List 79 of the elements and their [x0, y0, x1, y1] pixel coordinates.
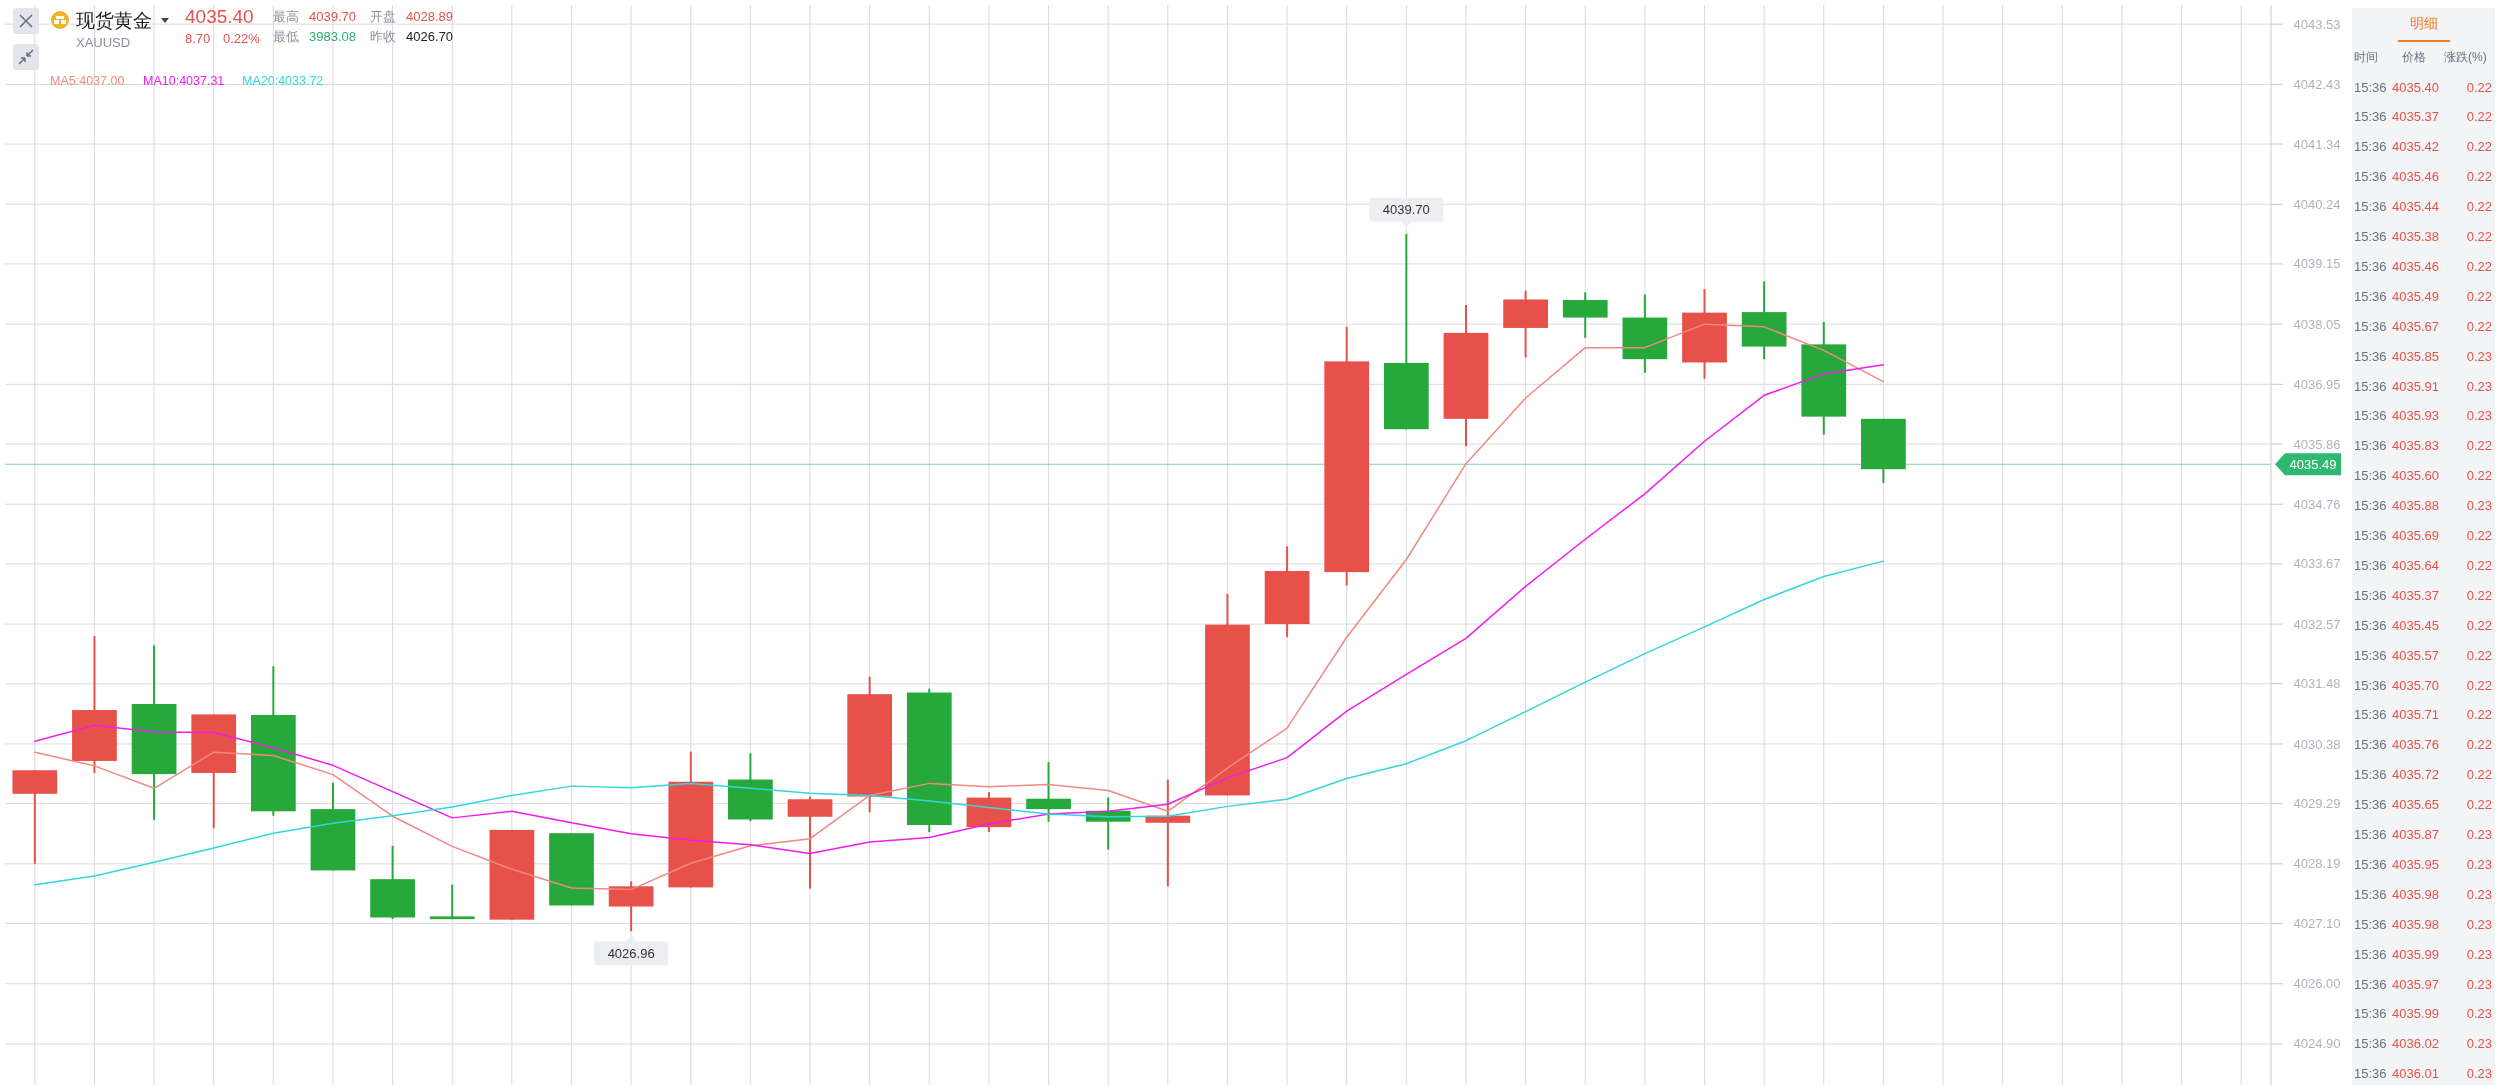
- y-tick-label: 4024.90: [2293, 1036, 2341, 1052]
- annotation: 4035.40: [185, 6, 254, 27]
- annotation: 最低: [273, 29, 299, 44]
- text: MA20:4033.72: [242, 74, 324, 88]
- text: 明细: [2410, 15, 2438, 31]
- y-tick-label: 4036.95: [2293, 376, 2341, 392]
- text: 15:36 4035.46 0.22: [2354, 169, 2492, 185]
- text: 15:36 4035.44 0.22: [2354, 199, 2492, 215]
- annotation: 开盘: [370, 9, 396, 24]
- text: 15:36 4035.60 0.22: [2354, 468, 2492, 484]
- text: 15:36 4035.37 0.22: [2354, 587, 2492, 603]
- text: 15:36 4035.98 0.23: [2354, 886, 2492, 902]
- text: 15:36 4035.98 0.23: [2354, 916, 2492, 932]
- text: 15:36 4035.45 0.22: [2354, 617, 2492, 633]
- y-tick-label: 4042.43: [2293, 76, 2341, 92]
- text: 15:36 4035.97 0.23: [2354, 976, 2492, 992]
- text: 15:36 4035.99 0.23: [2354, 946, 2492, 962]
- candlestick: [1145, 778, 1191, 888]
- y-tick-label: 4033.67: [2293, 556, 2341, 572]
- candlestick: [1026, 761, 1071, 823]
- text: 15:36 4035.46 0.22: [2354, 258, 2492, 274]
- text: 15:36 4035.72 0.22: [2354, 767, 2492, 783]
- text: 时间: [2354, 50, 2378, 64]
- annotation: 0.22%: [223, 31, 261, 46]
- annotation: 8.70: [185, 31, 211, 46]
- text: 15:36 4035.38 0.22: [2354, 229, 2492, 245]
- text: 15:36 4035.67 0.22: [2354, 318, 2492, 334]
- y-tick-label: 4043.53: [2293, 16, 2341, 32]
- annotation: 最高: [273, 9, 299, 24]
- text: 15:36 4035.65 0.22: [2354, 797, 2492, 813]
- annotation: 4026.70: [406, 29, 453, 44]
- annotation: 昨收: [370, 29, 396, 44]
- text: 15:36 4035.70 0.22: [2354, 677, 2492, 693]
- y-tick-label: 4034.76: [2293, 496, 2341, 512]
- line-series: [34, 560, 1885, 886]
- text: 15:36 4035.87 0.23: [2354, 827, 2492, 843]
- text: 15:36 4035.99 0.23: [2354, 1006, 2492, 1022]
- annotation: 4039.70: [1382, 202, 1430, 218]
- text: MA10:4037.31: [143, 74, 225, 88]
- text: 15:36 4035.37 0.22: [2354, 109, 2492, 125]
- text: 15:36 4035.83 0.22: [2354, 438, 2492, 454]
- text: 15:36 4035.76 0.22: [2354, 737, 2492, 753]
- text: 15:36 4035.40 0.22: [2354, 79, 2492, 95]
- annotation: 4026.96: [607, 945, 655, 961]
- y-tick-label: 4031.48: [2293, 676, 2341, 692]
- text: XAUUSD: [76, 35, 131, 50]
- annotation: 4039.70: [309, 9, 356, 24]
- y-tick-label: 4026.00: [2293, 976, 2341, 992]
- y-tick-label: 4038.05: [2293, 316, 2341, 332]
- y-tick-label: 4030.38: [2293, 736, 2341, 752]
- y-tick-label: 4028.19: [2293, 856, 2341, 872]
- text: 15:36 4035.42 0.22: [2354, 139, 2492, 155]
- text: 15:36 4035.71 0.22: [2354, 707, 2492, 723]
- text: 价格: [2401, 50, 2426, 64]
- text: 15:36 4035.49 0.22: [2354, 288, 2492, 304]
- text: 15:36 4035.95 0.23: [2354, 856, 2492, 872]
- text: MA5:4037.00: [50, 74, 125, 88]
- y-tick-label: 4027.10: [2293, 916, 2341, 932]
- text: 15:36 4036.02 0.23: [2354, 1036, 2492, 1052]
- y-tick-label: 4035.86: [2293, 436, 2341, 452]
- annotation: 4028.89: [406, 9, 453, 24]
- y-tick-label: 4029.29: [2293, 796, 2341, 812]
- text: 15:36 4035.85 0.23: [2354, 348, 2492, 364]
- y-tick-label: 4032.57: [2293, 616, 2341, 632]
- y-tick-label: 4040.24: [2293, 196, 2341, 212]
- ref-line-label: 4035.49: [2289, 456, 2337, 472]
- text: 15:36 4036.01 0.23: [2354, 1066, 2492, 1082]
- text: 涨跌(%): [2444, 50, 2487, 64]
- annotation: 3983.08: [309, 29, 356, 44]
- chart-title: 现货黄金: [76, 10, 152, 31]
- y-tick-label: 4039.15: [2293, 256, 2341, 272]
- text: 15:36 4035.64 0.22: [2354, 557, 2492, 573]
- text: 15:36 4035.93 0.23: [2354, 408, 2492, 424]
- candlestick: [429, 883, 475, 921]
- text: 15:36 4035.69 0.22: [2354, 528, 2492, 544]
- text: 15:36 4035.88 0.23: [2354, 498, 2492, 514]
- text: 15:36 4035.91 0.23: [2354, 378, 2492, 394]
- text: 15:36 4035.57 0.22: [2354, 647, 2492, 663]
- y-tick-label: 4041.34: [2293, 136, 2341, 152]
